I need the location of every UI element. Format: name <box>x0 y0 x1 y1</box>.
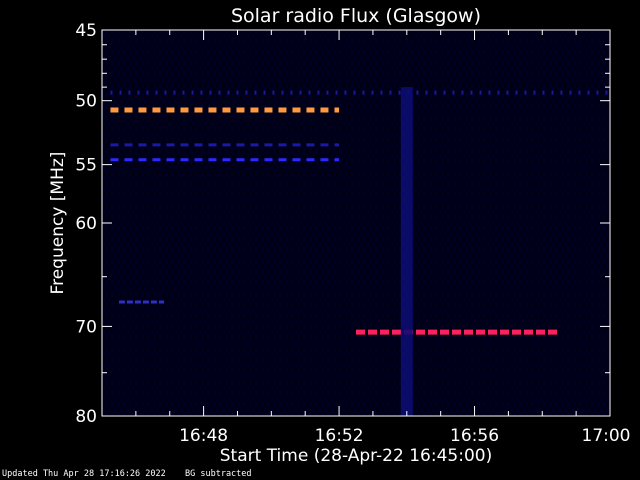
x-tick-label: 16:52 <box>315 426 364 446</box>
x-tick-label: 17:00 <box>582 426 631 446</box>
y-tick-label: 60 <box>75 214 97 234</box>
x-tick-label: 16:48 <box>179 426 228 446</box>
x-axis-label: Start Time (28-Apr-22 16:45:00) <box>220 446 492 466</box>
plot-background <box>102 30 610 416</box>
bg-subtracted-note: BG subtracted <box>185 469 252 479</box>
y-tick-label: 50 <box>75 92 97 112</box>
updated-timestamp: Updated Thu Apr 28 17:16:26 2022 <box>2 469 166 479</box>
y-axis-label: Frequency [MHz] <box>48 152 68 295</box>
y-tick-label: 70 <box>75 317 97 337</box>
axes: 45 50 55 60 70 80 16:48 16:52 16:56 17:00 <box>75 21 630 446</box>
y-tick-label: 80 <box>75 407 97 427</box>
spectrogram-features <box>110 87 610 417</box>
chart-title: Solar radio Flux (Glasgow) <box>231 5 481 27</box>
burst-column <box>400 87 413 417</box>
x-tick-label: 16:56 <box>450 426 499 446</box>
y-tick-label: 55 <box>75 156 97 176</box>
y-tick-label: 45 <box>75 21 97 41</box>
